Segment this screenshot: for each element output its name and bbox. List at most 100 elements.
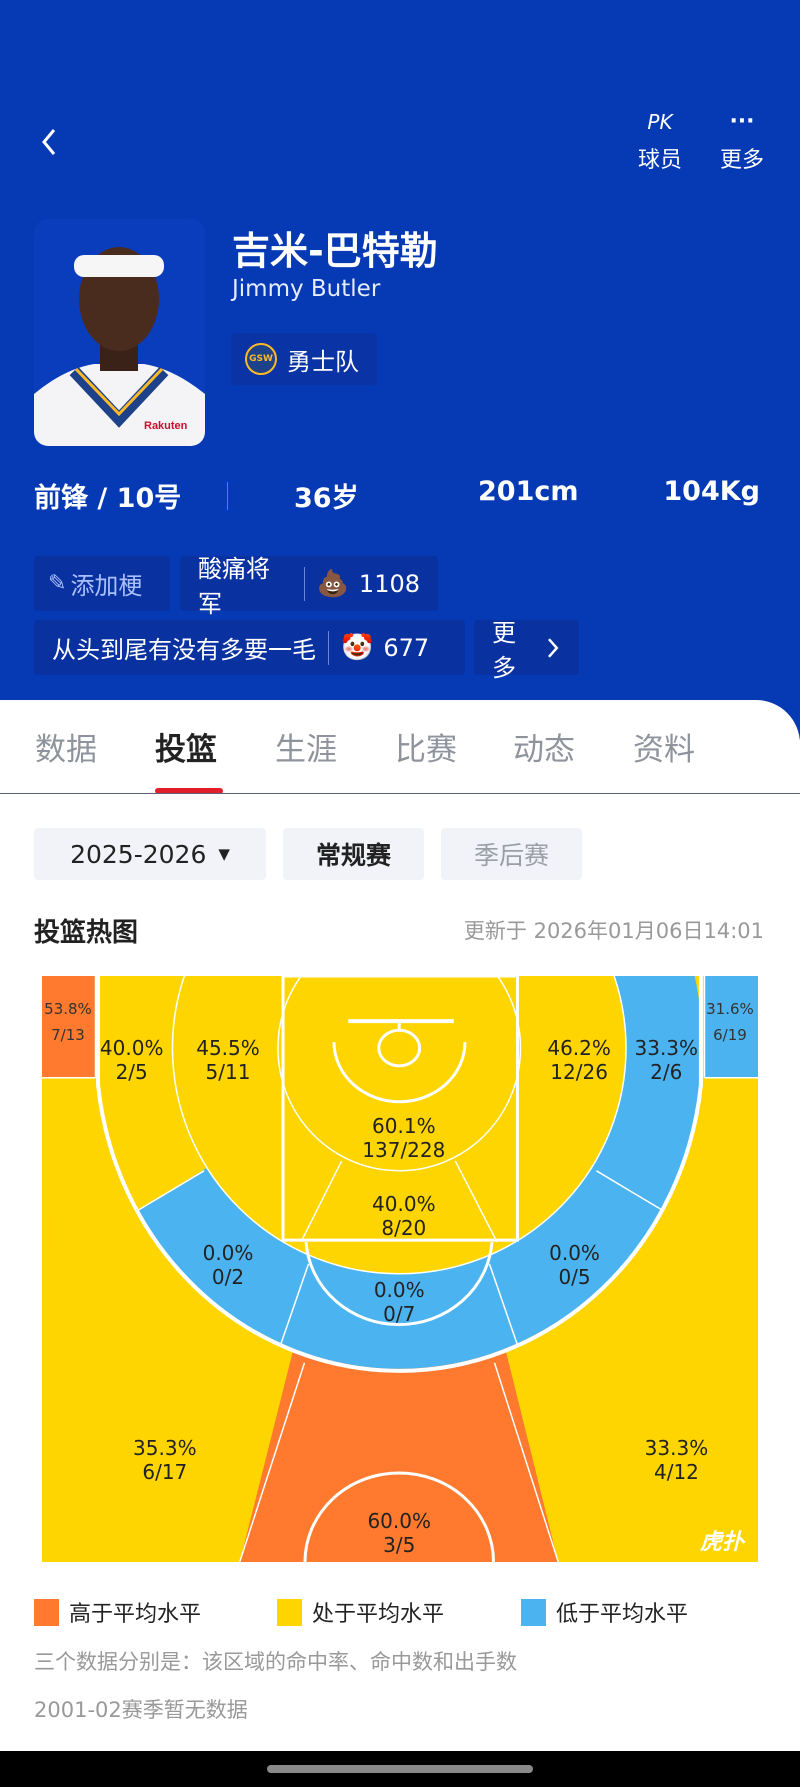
add-tag-button[interactable]: ✎ 添加梗 (34, 556, 170, 611)
zone-made-attempts: 0/2 (211, 1264, 245, 1289)
zone-label: 60.0% 3/5 (367, 1509, 431, 1557)
legend-item: 高于平均水平 (34, 1596, 201, 1628)
player-photo: Rakuten (34, 219, 205, 446)
zone-made-attempts: 6/17 (142, 1460, 188, 1485)
zone-pct: 0.0% (373, 1278, 425, 1303)
season-value: 2025-2026 (70, 839, 207, 869)
add-tag-label: 添加梗 (70, 572, 143, 600)
zone-pct: 33.3% (644, 1436, 709, 1461)
zone-label: 40.0% 8/20 (372, 1192, 436, 1240)
zone-made-attempts: 4/12 (653, 1460, 699, 1485)
active-tab-indicator (155, 788, 223, 794)
zone-label: 33.3% 2/6 (634, 1036, 698, 1084)
zone-made-attempts: 2/6 (650, 1059, 683, 1084)
system-nav-bar (0, 1751, 800, 1787)
zone-made-attempts: 137/228 (362, 1137, 446, 1162)
zone-pct: 53.8% (44, 1000, 92, 1019)
team-badge[interactable]: GSW 勇士队 (231, 333, 377, 385)
age: 36岁 (294, 483, 359, 514)
zone-label: 40.0% 2/5 (100, 1036, 164, 1084)
tab-games[interactable]: 比赛 (395, 732, 457, 768)
zone-label: 33.3% 4/12 (645, 1436, 709, 1484)
zone-pct: 60.1% (372, 1113, 436, 1138)
divider (303, 566, 305, 601)
pk-label: 球员 (637, 148, 682, 173)
legend-swatch-average (277, 1598, 302, 1626)
zone-pct: 45.5% (196, 1035, 260, 1060)
pk-player-button[interactable]: PK 球员 (625, 108, 695, 174)
tag-item[interactable]: 酸痛将军 💩 1108 (180, 555, 438, 618)
home-indicator[interactable] (267, 1765, 533, 1773)
zone-label: 53.8% 7/13 (44, 996, 92, 1048)
more-tags-button[interactable]: 更多 (474, 619, 579, 682)
hoop (379, 1030, 420, 1066)
zone-made-attempts: 7/13 (51, 1026, 85, 1045)
player-stats-row: 前锋 / 10号 36岁 201cm 104Kg (34, 476, 760, 520)
tab-divider (0, 793, 800, 794)
pk-icon: PK (647, 110, 673, 134)
tag-item[interactable]: 从头到尾有没有多要一毛 🤡 677 (34, 620, 465, 675)
height: 201cm (478, 476, 579, 507)
zone-label: 31.6% 6/19 (706, 996, 754, 1048)
heatmap-legend: 高于平均水平 处于平均水平 低于平均水平 (34, 1596, 774, 1628)
zone-top-key (239, 1305, 559, 1562)
divider (328, 630, 329, 665)
zone-label: 45.5% 5/11 (196, 1036, 260, 1084)
regular-season-button[interactable]: 常规赛 (283, 828, 424, 880)
three-point-line (98, 976, 701, 1371)
weight: 104Kg (663, 476, 760, 507)
zone-made-attempts: 6/19 (713, 1026, 747, 1045)
tab-shooting[interactable]: 投篮 (155, 732, 217, 768)
court-svg (42, 976, 758, 1562)
zone-made-attempts: 0/7 (383, 1302, 416, 1327)
player-header: PK 球员 ··· 更多 Rakuten 吉米-巴特勒 Jimmy Butler… (0, 0, 800, 740)
team-logo: GSW (245, 343, 277, 375)
data-explanation: 三个数据分别是：该区域的命中率、命中数和出手数 (34, 1650, 517, 1674)
season-select[interactable]: 2025-2026 ▼ (34, 828, 266, 880)
hupu-watermark: 虎扑 (699, 1530, 744, 1555)
tag-count: 1108 (358, 569, 420, 598)
tab-bar: 数据 投篮 生涯 比赛 动态 资料 (0, 722, 800, 794)
position-number: 前锋 / 10号 (34, 483, 182, 514)
chevron-left-icon (42, 129, 56, 155)
legend-item: 低于平均水平 (521, 1596, 688, 1628)
no-data-note: 2001-02赛季暂无数据 (34, 1698, 248, 1722)
tab-career[interactable]: 生涯 (275, 732, 337, 768)
restricted-arc (334, 1042, 465, 1102)
back-button[interactable] (34, 122, 68, 162)
tab-news[interactable]: 动态 (513, 732, 575, 768)
zone-pct: 33.3% (634, 1035, 699, 1060)
zone-label: 0.0% 0/2 (203, 1241, 254, 1289)
zone-pct: 0.0% (549, 1240, 600, 1265)
zone-pct: 40.0% (372, 1191, 436, 1216)
legend-label: 高于平均水平 (69, 1602, 202, 1627)
poop-emoji-icon: 💩 (316, 568, 349, 599)
tag-text: 酸痛将军 (198, 554, 270, 618)
zone-label: 0.0% 0/5 (549, 1241, 600, 1289)
shot-heatmap: 53.8% 7/13 40.0% 2/5 45.5% 5/11 60.1% 137/228 40… (42, 976, 758, 1562)
tab-data[interactable]: 数据 (35, 732, 97, 768)
free-throw-arc (306, 1242, 492, 1325)
more-button[interactable]: ··· 更多 (707, 108, 777, 174)
caret-down-icon: ▼ (218, 845, 230, 863)
zone-label: 60.1% 137/228 (362, 1114, 445, 1162)
zone-made-attempts: 5/11 (205, 1059, 251, 1084)
zone-left-corner (42, 976, 96, 1078)
center-circle (305, 1473, 494, 1562)
zone-pct: 40.0% (99, 1035, 164, 1060)
tab-profile[interactable]: 资料 (633, 732, 695, 768)
updated-time: 更新于 2026年01月06日14:01 (463, 919, 764, 943)
clown-emoji-icon: 🤡 (341, 632, 374, 663)
team-name: 勇士队 (287, 347, 359, 376)
playoffs-button[interactable]: 季后赛 (441, 828, 582, 880)
zone-label: 0.0% 0/7 (374, 1278, 425, 1326)
player-name-cn: 吉米-巴特勒 (232, 229, 438, 273)
legend-label: 处于平均水平 (312, 1602, 445, 1627)
more-label: 更多 (719, 148, 764, 173)
zone-made-attempts: 2/5 (115, 1059, 148, 1084)
tag-text: 从头到尾有没有多要一毛 (52, 636, 316, 664)
pencil-icon: ✎ (48, 571, 67, 596)
zone-pct: 60.0% (367, 1509, 432, 1534)
svg-text:Rakuten: Rakuten (144, 420, 188, 432)
tag-count: 677 (383, 633, 430, 662)
